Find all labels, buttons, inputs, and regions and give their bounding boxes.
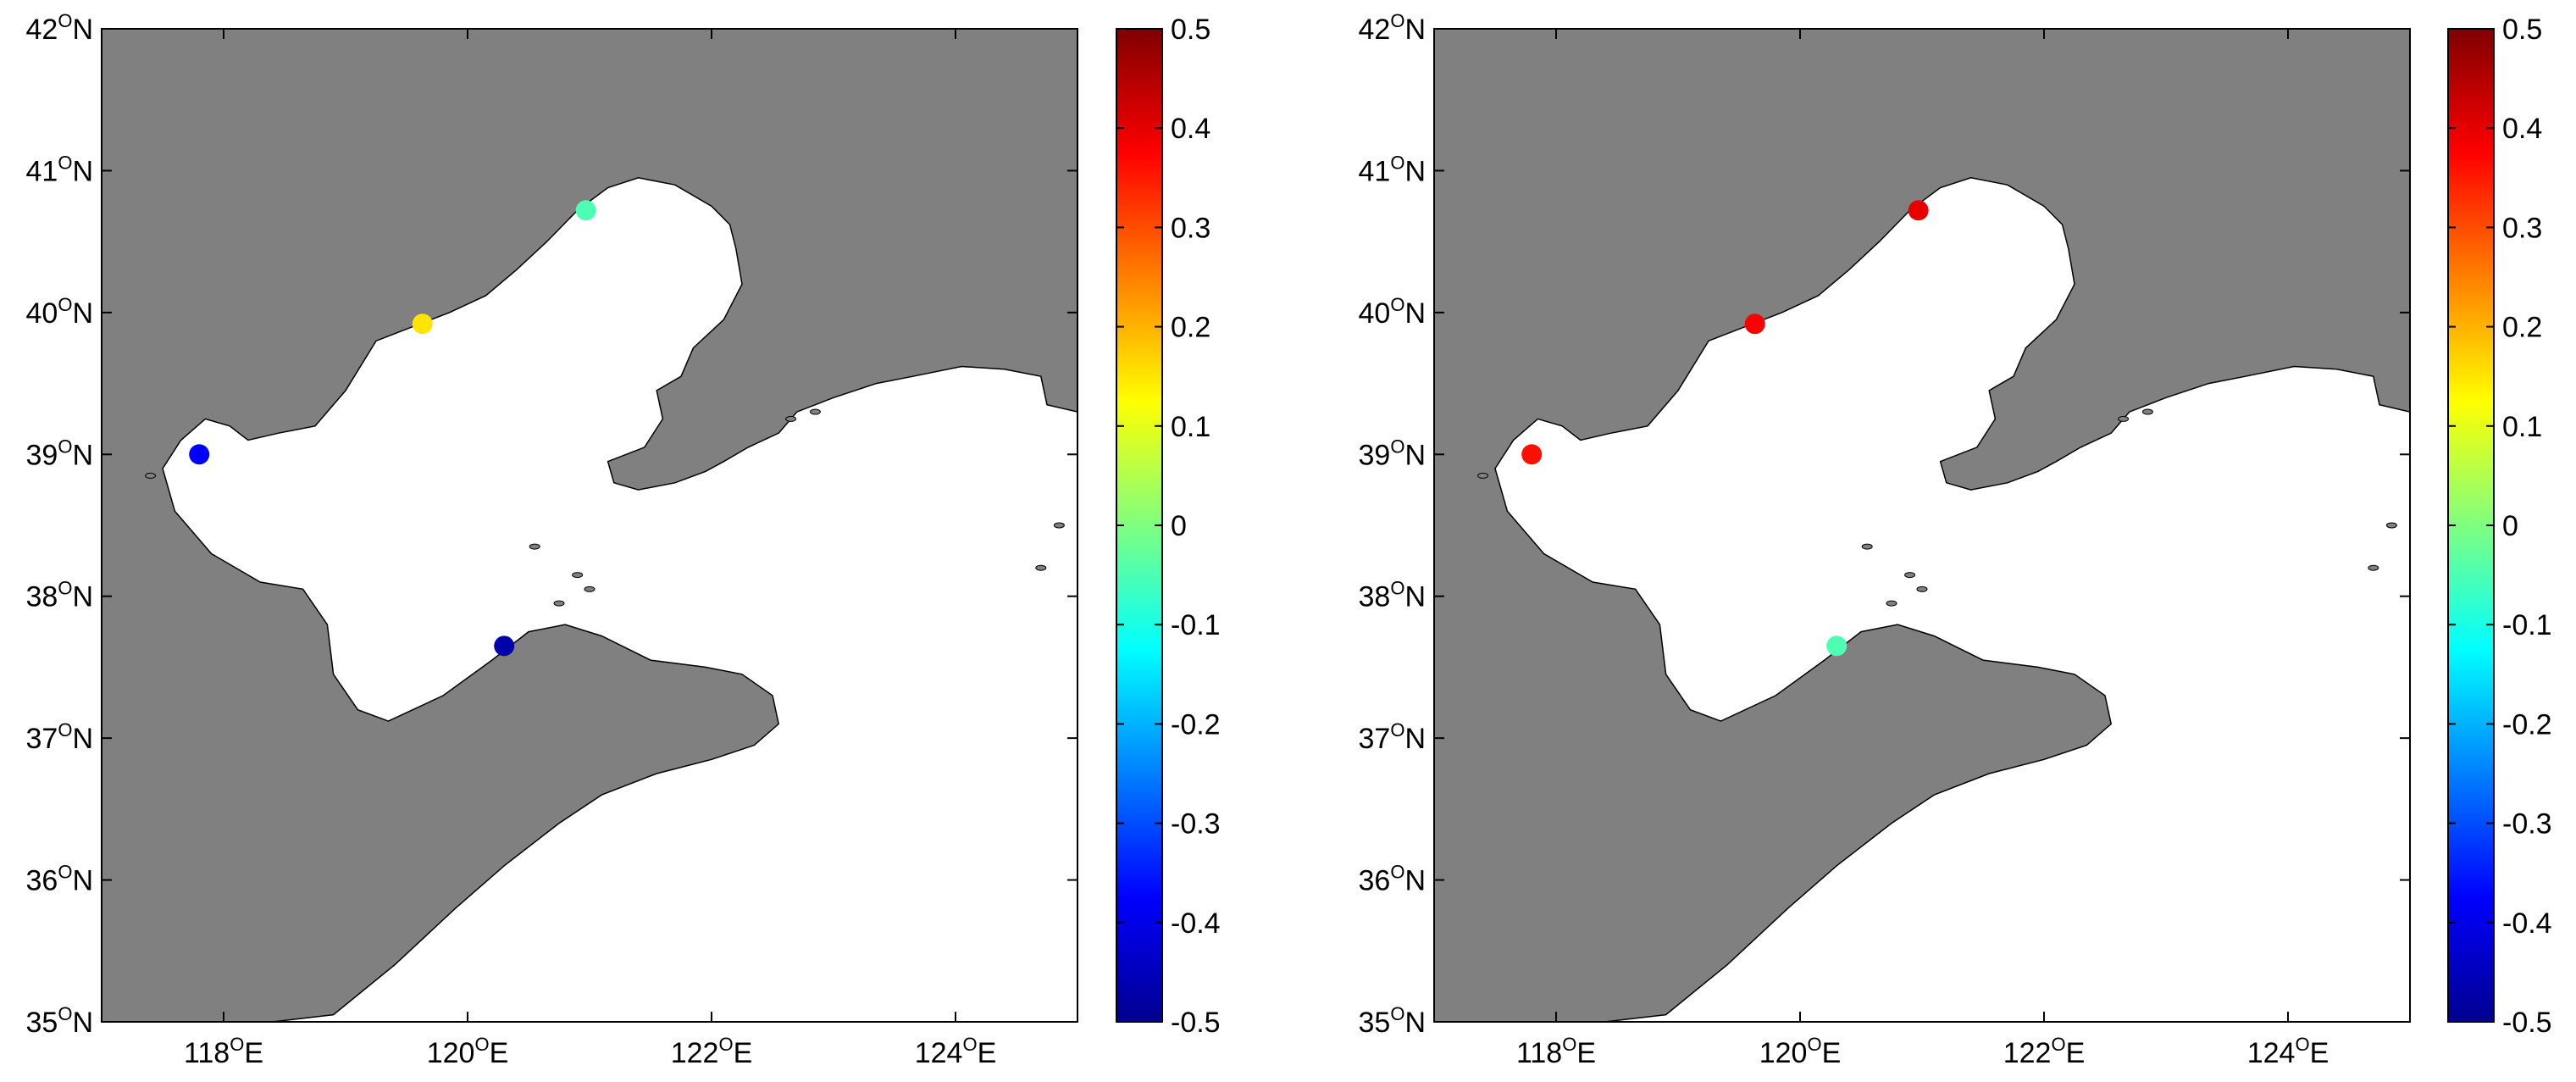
island (572, 572, 584, 579)
y-tick-label-3: 40ON (25, 294, 93, 330)
colorbar-tick-label-1: 0.5 (2502, 14, 2542, 46)
colorbar-tick-label-3: 0.3 (2502, 212, 2542, 244)
colorbar-tick-label-5: 0.1 (2502, 411, 2542, 443)
x-tick-label-2: 120OE (427, 1034, 509, 1069)
colorbar-tick-label-8: -0.2 (1171, 708, 1221, 741)
colorbar-1: 0.5 0.4 0.3 0.2 0.1 0 -0.1 -0.2 -0.3 -0.4 -0.5 (1116, 14, 1221, 1039)
station-marker-1[interactable] (1521, 444, 1543, 465)
colorbar-tick-label-7: -0.1 (2502, 609, 2552, 641)
colorbar-tick-label-1: 0.5 (1171, 14, 1210, 46)
y-tick-label-5: 38ON (1358, 578, 1426, 613)
sea-area (1494, 177, 2410, 1022)
y-tick-label-7: 36ON (25, 862, 93, 897)
x-tick-label-4: 124OE (2247, 1034, 2329, 1069)
x-tick-label-3: 122OE (671, 1034, 753, 1069)
y-tick-label-1: 42ON (25, 10, 93, 46)
y-tick-label-3: 40ON (1358, 294, 1426, 330)
island (553, 600, 565, 607)
island (1861, 543, 1873, 550)
colorbar-tick-label-2: 0.4 (1171, 113, 1210, 145)
colorbar-tick-label-6: 0 (1171, 510, 1187, 542)
y-tick-label-8: 35ON (1358, 1003, 1426, 1039)
colorbar-tick-label-10: -0.4 (1171, 907, 1221, 940)
colorbar-tick-label-9: -0.3 (2502, 808, 2552, 841)
island (2385, 522, 2397, 529)
sea-area (162, 177, 1077, 1022)
colorbar-tick-label-4: 0.2 (2502, 312, 2542, 344)
y-tick-label-2: 41ON (1358, 152, 1426, 187)
colorbar-tick-label-3: 0.3 (1171, 212, 1210, 244)
island (1053, 522, 1065, 529)
island (1477, 472, 1489, 479)
y-tick-label-7: 36ON (1358, 862, 1426, 897)
y-tick-label-2: 41ON (25, 152, 93, 187)
island (2141, 408, 2153, 415)
colorbar-tick-label-6: 0 (2502, 510, 2518, 542)
y-tick-label-6: 37ON (25, 719, 93, 755)
station-marker-3[interactable] (1908, 200, 1929, 221)
colorbar-tick-label-2: 0.4 (2502, 113, 2542, 145)
station-marker-3[interactable] (575, 200, 596, 221)
x-tick-label-1: 118OE (1516, 1034, 1596, 1069)
colorbar-tick-label-9: -0.3 (1171, 808, 1221, 841)
island (2118, 415, 2130, 422)
colorbar-tick-label-8: -0.2 (2502, 708, 2552, 741)
y-tick-label-5: 38ON (25, 578, 93, 613)
colorbar-tick-label-11: -0.5 (1171, 1007, 1221, 1039)
colorbar-tick-label-4: 0.2 (1171, 312, 1210, 344)
island (1886, 600, 1897, 607)
y-tick-label-4: 39ON (1358, 436, 1426, 471)
y-tick-label-4: 39ON (25, 436, 93, 471)
island (145, 472, 157, 479)
x-tick-label-2: 120OE (1759, 1034, 1842, 1069)
island (529, 543, 540, 550)
x-tick-label-4: 124OE (915, 1034, 997, 1069)
y-tick-label-6: 37ON (1358, 719, 1426, 755)
y-tick-label-1: 42ON (1358, 10, 1426, 46)
island (785, 415, 797, 422)
map-panel-1: 118OE 120OE 122OE 124OE 42ON 41ON 40ON 39ON 38ON… (25, 10, 1078, 1069)
island (1904, 572, 1916, 579)
station-marker-1[interactable] (189, 444, 210, 465)
station-marker-4[interactable] (494, 635, 515, 657)
station-marker-2[interactable] (1744, 314, 1765, 335)
x-tick-label-3: 122OE (2003, 1034, 2086, 1069)
colorbar-tick-label-7: -0.1 (1171, 609, 1221, 641)
island (2368, 564, 2379, 571)
colorbar-2: 0.5 0.4 0.3 0.2 0.1 0 -0.1 -0.2 -0.3 -0.4 -0.5 (2447, 14, 2552, 1039)
colorbar-tick-label-11: -0.5 (2502, 1007, 2552, 1039)
map-frame (1433, 28, 2411, 1023)
y-tick-label-8: 35ON (25, 1003, 93, 1039)
colorbar-tick-label-10: -0.4 (2502, 907, 2552, 940)
island (584, 585, 596, 592)
island (1035, 564, 1047, 571)
map-panel-2: 118OE 120OE 122OE 124OE 42ON 41ON 40ON 39ON 38ON… (1358, 10, 2411, 1069)
colorbar-tick-label-5: 0.1 (1171, 411, 1210, 443)
island (809, 408, 821, 415)
station-marker-2[interactable] (412, 314, 433, 335)
station-marker-4[interactable] (1826, 635, 1848, 657)
map-frame (101, 28, 1078, 1023)
x-tick-label-1: 118OE (184, 1034, 263, 1069)
island (1916, 585, 1928, 592)
